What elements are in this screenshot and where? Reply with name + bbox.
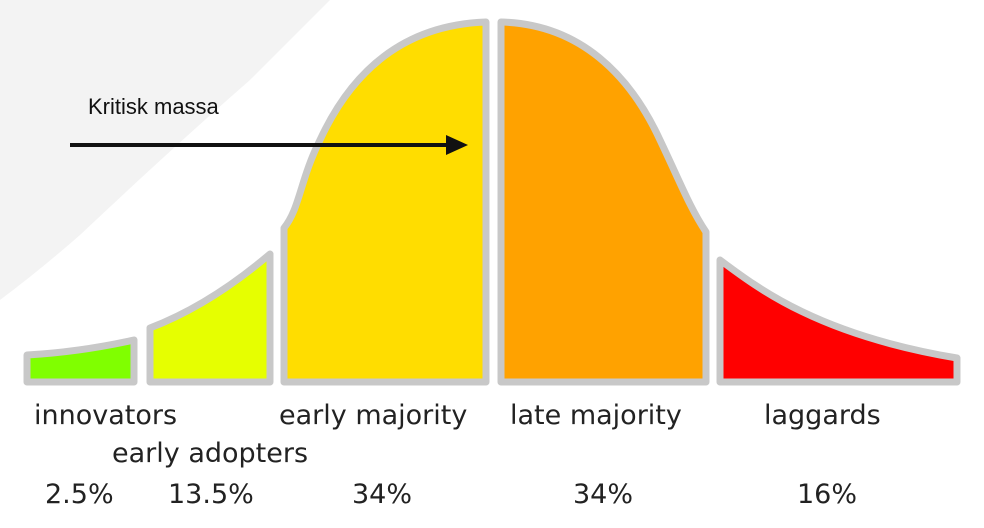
watermark-circle [212,32,244,64]
segment-early-adopters [146,250,274,386]
background-watermark [0,0,330,300]
label-early-adopters: early adopters [112,438,309,469]
segment-late-majority [497,18,710,386]
label-laggards: laggards [764,400,881,431]
curve-segments [23,18,961,386]
arrow-head [446,135,468,155]
critical-mass-label: Kritisk massa [88,94,219,119]
percent-early-majority: 34% [352,479,413,510]
segment-early-majority [280,18,490,386]
label-late-majority: late majority [510,400,682,431]
label-early-majority: early majority [279,400,468,431]
segment-innovators [23,336,138,386]
segment-laggards [716,256,961,386]
percent-early-adopters: 13.5% [168,479,254,510]
percent-innovators: 2.5% [45,479,114,510]
watermark-shape [0,0,330,300]
percent-laggards: 16% [797,479,858,510]
critical-mass-arrow [70,135,468,155]
percent-late-majority: 34% [573,479,634,510]
label-innovators: innovators [34,400,178,431]
